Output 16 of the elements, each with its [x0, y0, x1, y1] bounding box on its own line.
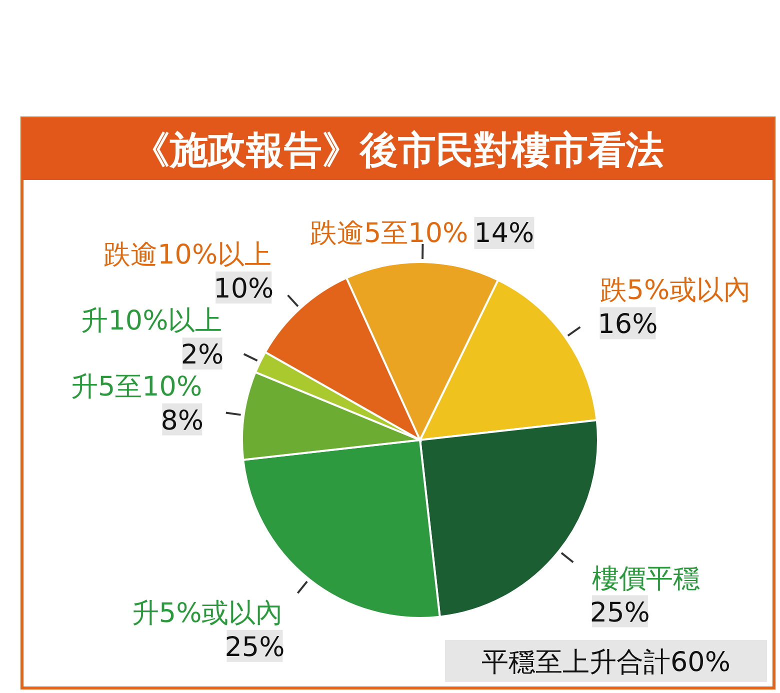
data-label: 10% [214, 274, 274, 305]
data-label: 16% [598, 309, 658, 340]
data-label: 25% [224, 632, 285, 663]
slice-label: 跌逾10%以上 [104, 240, 272, 271]
slice-label: 升5至10% [70, 371, 202, 402]
data-label: 8% [160, 405, 204, 436]
slice-label: 升10%以上 [81, 306, 222, 337]
slice-label: 升5%或以內 [132, 598, 283, 629]
data-label: 2% [180, 340, 224, 371]
data-label: 25% [590, 597, 650, 628]
text: 平穩至上升合計60% [481, 647, 731, 678]
slice-label: 跌逾5至10% [310, 218, 468, 250]
slice-label: 樓價平穩 [592, 563, 700, 594]
slice-label: 跌5%或以內 [600, 275, 751, 306]
data-label: 14% [474, 218, 534, 250]
chart-title: 《施政報告》後市民對樓市看法 [132, 128, 664, 172]
